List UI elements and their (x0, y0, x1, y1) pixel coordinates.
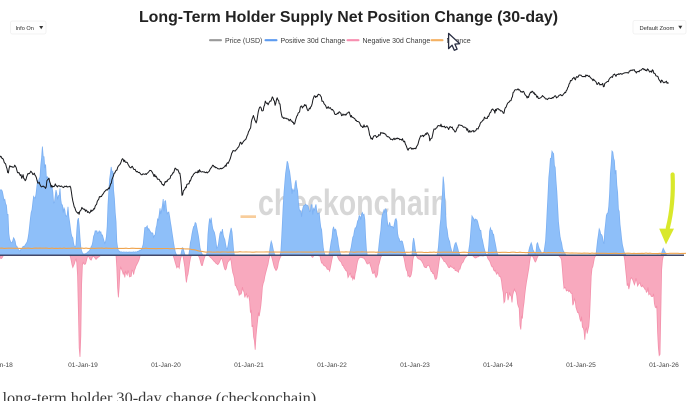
svg-text:Negative 30d Change: Negative 30d Change (363, 38, 431, 45)
svg-text:01-Jan-19: 01-Jan-19 (68, 362, 98, 369)
svg-text:01-Jan-20: 01-Jan-20 (151, 362, 181, 369)
svg-text:Price (USD): Price (USD) (225, 38, 262, 45)
svg-text:01-Jan-23: 01-Jan-23 (400, 362, 430, 369)
svg-text:Positive 30d Change: Positive 30d Change (281, 38, 346, 45)
svg-text:Nuance: Nuance (447, 38, 471, 45)
svg-text:01-Jan-25: 01-Jan-25 (566, 362, 596, 369)
svg-text:Info On: Info On (16, 26, 34, 32)
svg-text:01-Jan-21: 01-Jan-21 (234, 362, 264, 369)
svg-text:01-Jan-22: 01-Jan-22 (317, 362, 347, 369)
svg-text:Default Zoom: Default Zoom (640, 26, 675, 32)
svg-text:01-Jan-18: 01-Jan-18 (0, 362, 13, 369)
svg-text:01-Jan-26: 01-Jan-26 (649, 362, 679, 369)
svg-text:01-Jan-24: 01-Jan-24 (483, 362, 513, 369)
svg-text:Long-Term Holder Supply Net Po: Long-Term Holder Supply Net Position Cha… (139, 9, 558, 26)
svg-text:long-term holder 30-day change: long-term holder 30-day change (checkonc… (3, 388, 317, 401)
